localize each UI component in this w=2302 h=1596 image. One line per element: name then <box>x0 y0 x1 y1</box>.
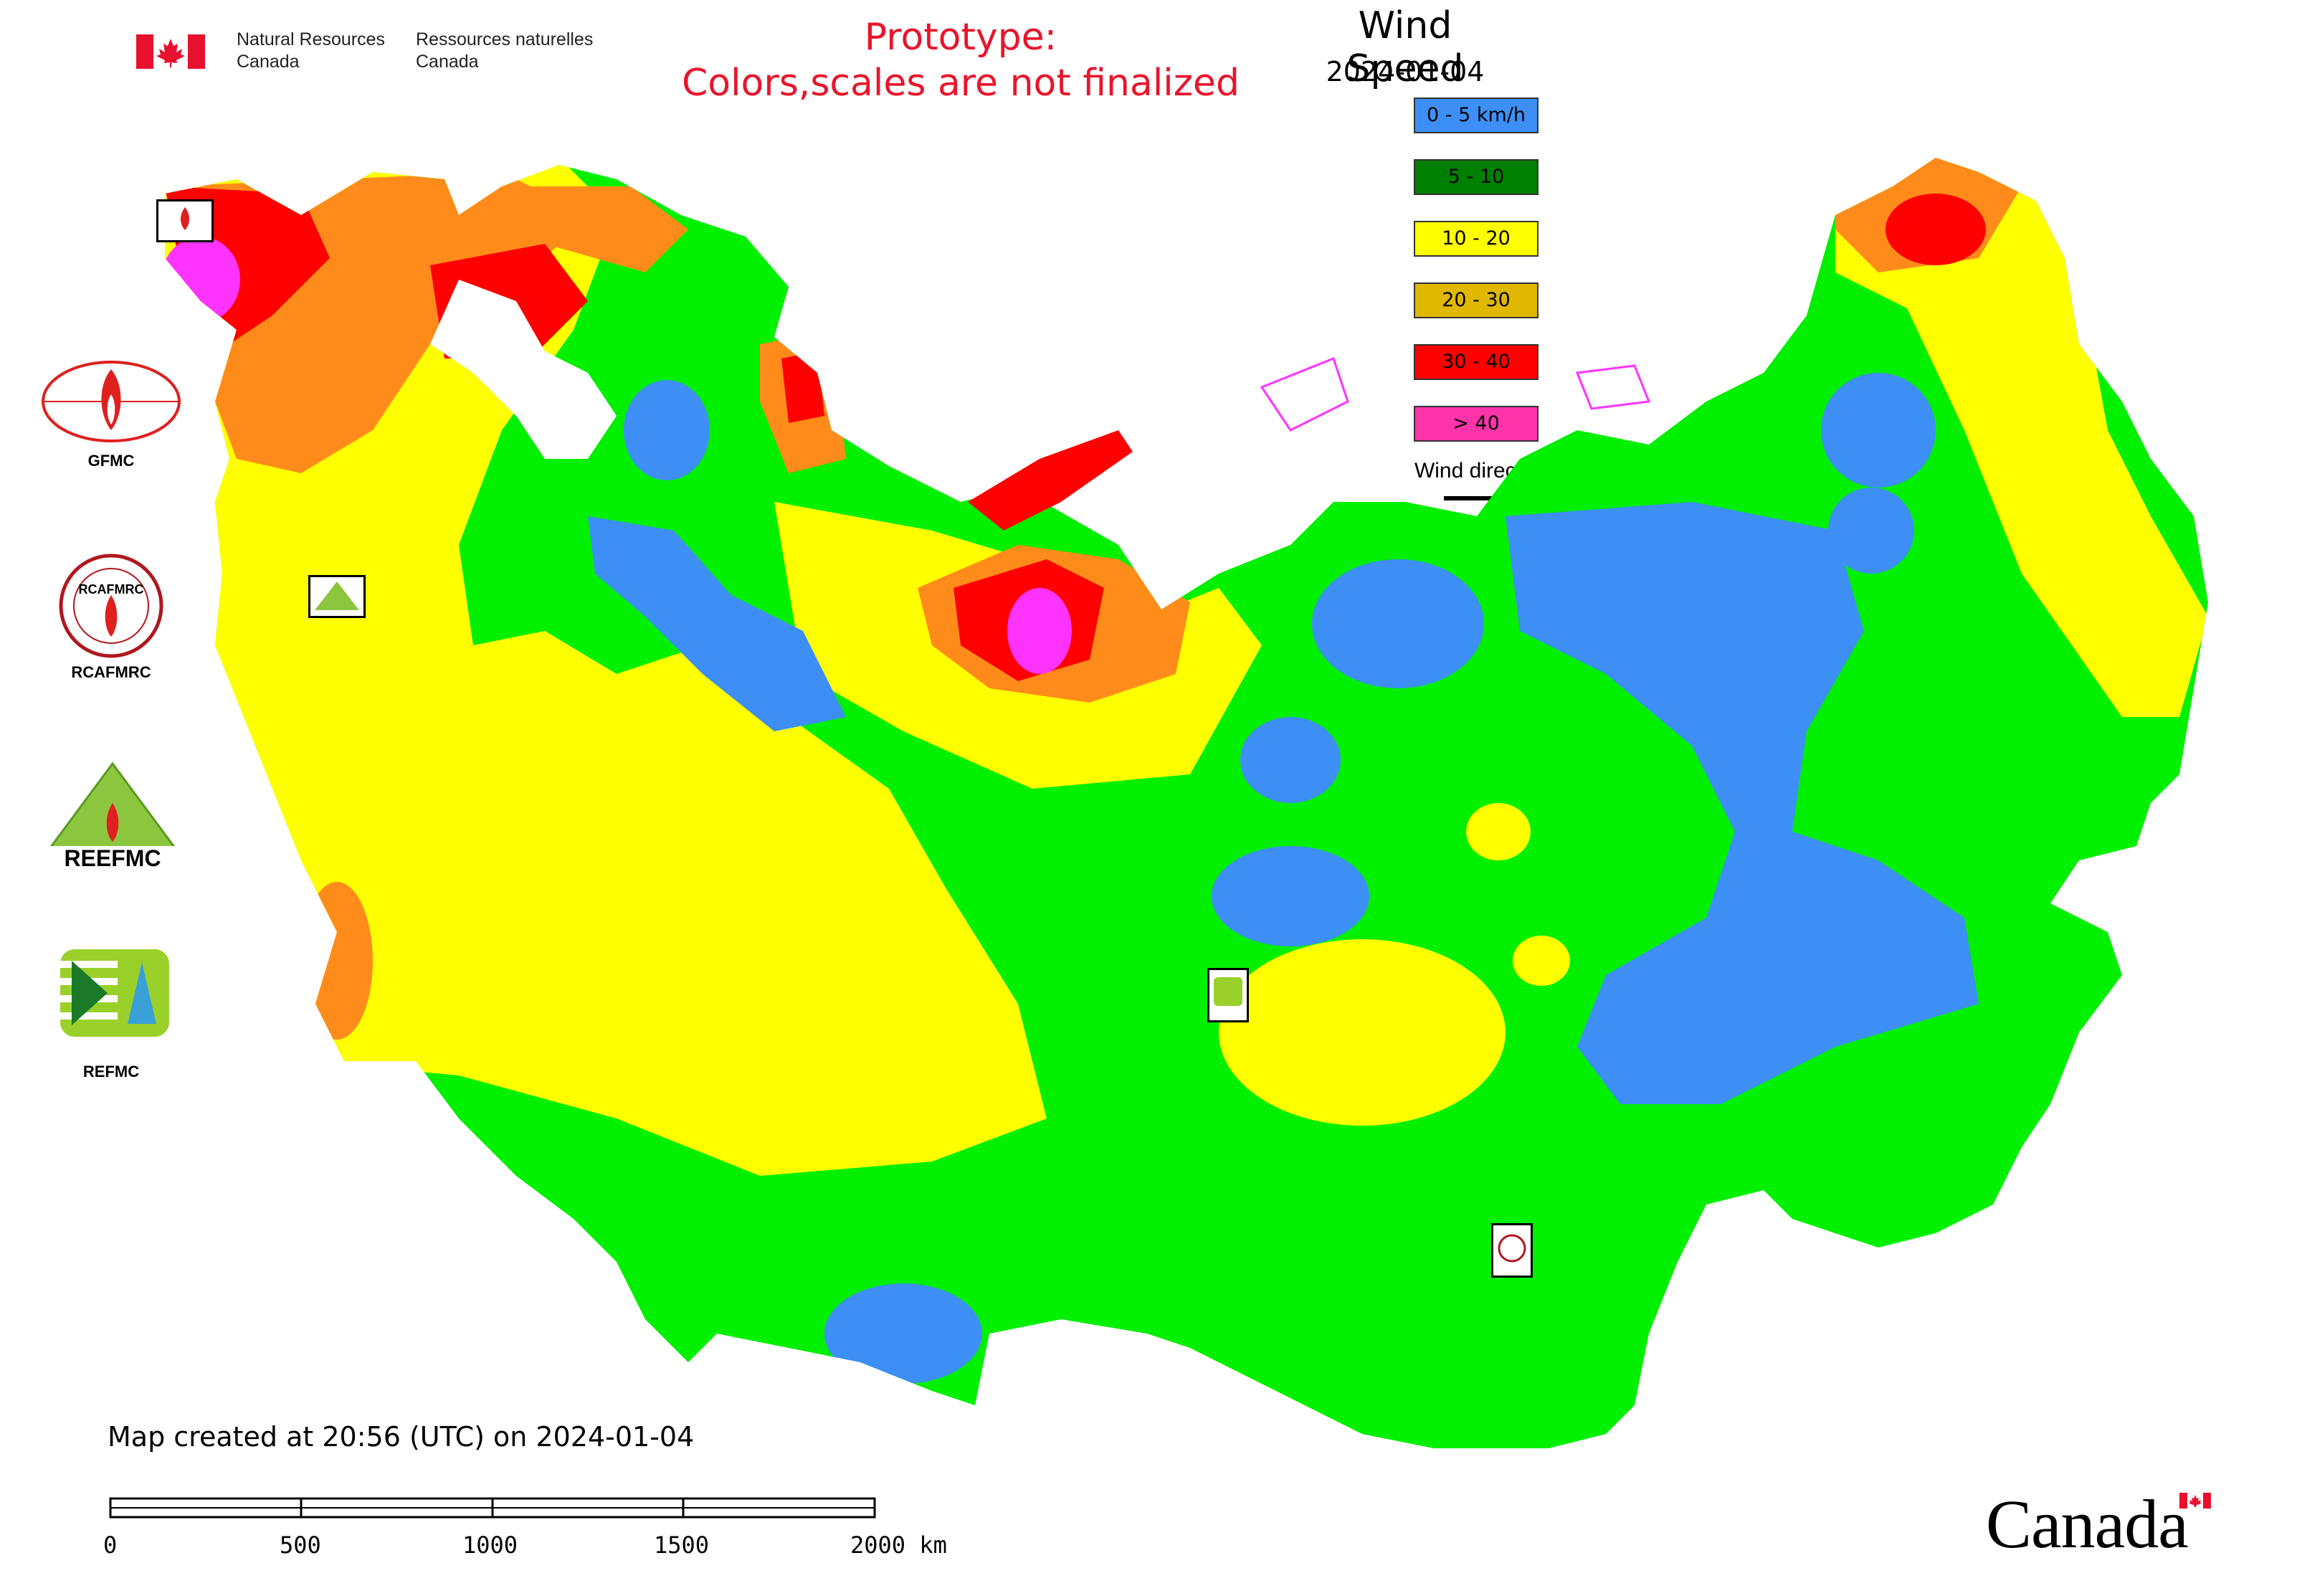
zone-blue-chukotka <box>1821 373 1936 488</box>
zone-blue-yakutia <box>1506 502 1979 1104</box>
zone-magenta-yamal <box>1007 588 1072 674</box>
prototype-line-1: Prototype: <box>864 16 1057 59</box>
novaya-zemlya <box>968 430 1133 531</box>
canada-flag-icon <box>136 34 205 69</box>
scale-bar <box>109 1497 876 1519</box>
reefmc-marker <box>308 575 366 618</box>
zone-yellow-kamchatka <box>2022 502 2151 660</box>
map-created-note: Map created at 20:56 (UTC) on 2024-01-04 <box>108 1421 695 1453</box>
rcafmrc-label: RCAFMRC <box>71 663 151 681</box>
scale-label-500: 500 <box>280 1531 321 1559</box>
nrcan-name-en: Natural Resources Canada <box>237 29 386 72</box>
zone-orange-southwest <box>301 882 373 1040</box>
severnaya-zemlya <box>1260 357 1349 432</box>
gfmc-label: GFMC <box>87 452 135 470</box>
refmc-marker-icon <box>1214 977 1242 1006</box>
legend-item-10-20: 10 - 20 <box>1414 221 1538 257</box>
gfmc-logo-icon <box>42 361 181 442</box>
zone-blue-kolyma <box>1828 488 1914 574</box>
refmc-marker <box>1207 968 1249 1022</box>
prototype-notice: Prototype: Colors,scales are not finaliz… <box>645 14 1276 106</box>
zone-blue-karelia <box>624 380 710 480</box>
prototype-line-2: Colors,scales are not finalized <box>681 62 1240 105</box>
reefmc-marker-icon <box>315 581 359 610</box>
zone-yellow-small-1 <box>1466 803 1531 860</box>
zone-yellow-central <box>1219 939 1506 1126</box>
zone-blue-pechora <box>588 516 846 731</box>
gfmc-marker <box>156 199 214 242</box>
refmc-logo-icon <box>60 949 169 1037</box>
zone-yellow-small-2 <box>1513 936 1570 986</box>
legend-title: Wind Speed <box>1346 4 1464 90</box>
gfmc-logo-icon <box>180 207 190 230</box>
scale-label-1500: 1500 <box>654 1531 710 1559</box>
nrcan-name-fr: Ressources naturelles Canada <box>416 29 594 72</box>
legend-item-0-5: 0 - 5 km/h <box>1414 98 1538 133</box>
zone-red-white-sea <box>781 351 824 423</box>
zone-blue-taimyr <box>1240 717 1341 803</box>
legend-item-over-40: > 40 <box>1414 406 1538 442</box>
rcafmrc-logo-icon: RCAFMRC <box>59 554 163 658</box>
rcafmrc-marker-icon <box>1498 1234 1526 1263</box>
white-sea <box>430 280 617 459</box>
legend-item-20-30: 20 - 30 <box>1414 282 1538 318</box>
rcafmrc-marker <box>1491 1223 1533 1278</box>
scale-label-2000: 2000 km <box>850 1531 947 1559</box>
refmc-label: REFMC <box>82 1063 140 1080</box>
scale-label-1000: 1000 <box>462 1531 518 1559</box>
zone-orange-kola <box>444 186 688 272</box>
svg-text:RCAFMRC: RCAFMRC <box>79 582 144 597</box>
canada-wordmark: Canada <box>1986 1486 2189 1562</box>
reefmc-logo-icon: REEFMC <box>37 761 188 871</box>
zone-red-chukotka <box>1885 194 1986 265</box>
nrcan-signature: Natural Resources Canada Ressources natur… <box>136 29 638 79</box>
scale-label-0: 0 <box>103 1531 118 1559</box>
svg-text:REEFMC: REEFMC <box>64 845 161 871</box>
canada-wordmark-flag-icon <box>2179 1493 2211 1509</box>
new-siberian-islands <box>1575 364 1651 410</box>
legend-item-30-40: 30 - 40 <box>1414 344 1538 380</box>
legend-date: 2024-01-04 <box>1326 56 1485 87</box>
zone-magenta-northwest <box>165 237 240 323</box>
zone-blue-tunguska <box>1212 846 1369 946</box>
legend-item-5-10: 5 - 10 <box>1414 159 1538 195</box>
zone-blue-evenkia <box>1312 559 1484 688</box>
zone-blue-kazakh-south <box>824 1283 982 1384</box>
